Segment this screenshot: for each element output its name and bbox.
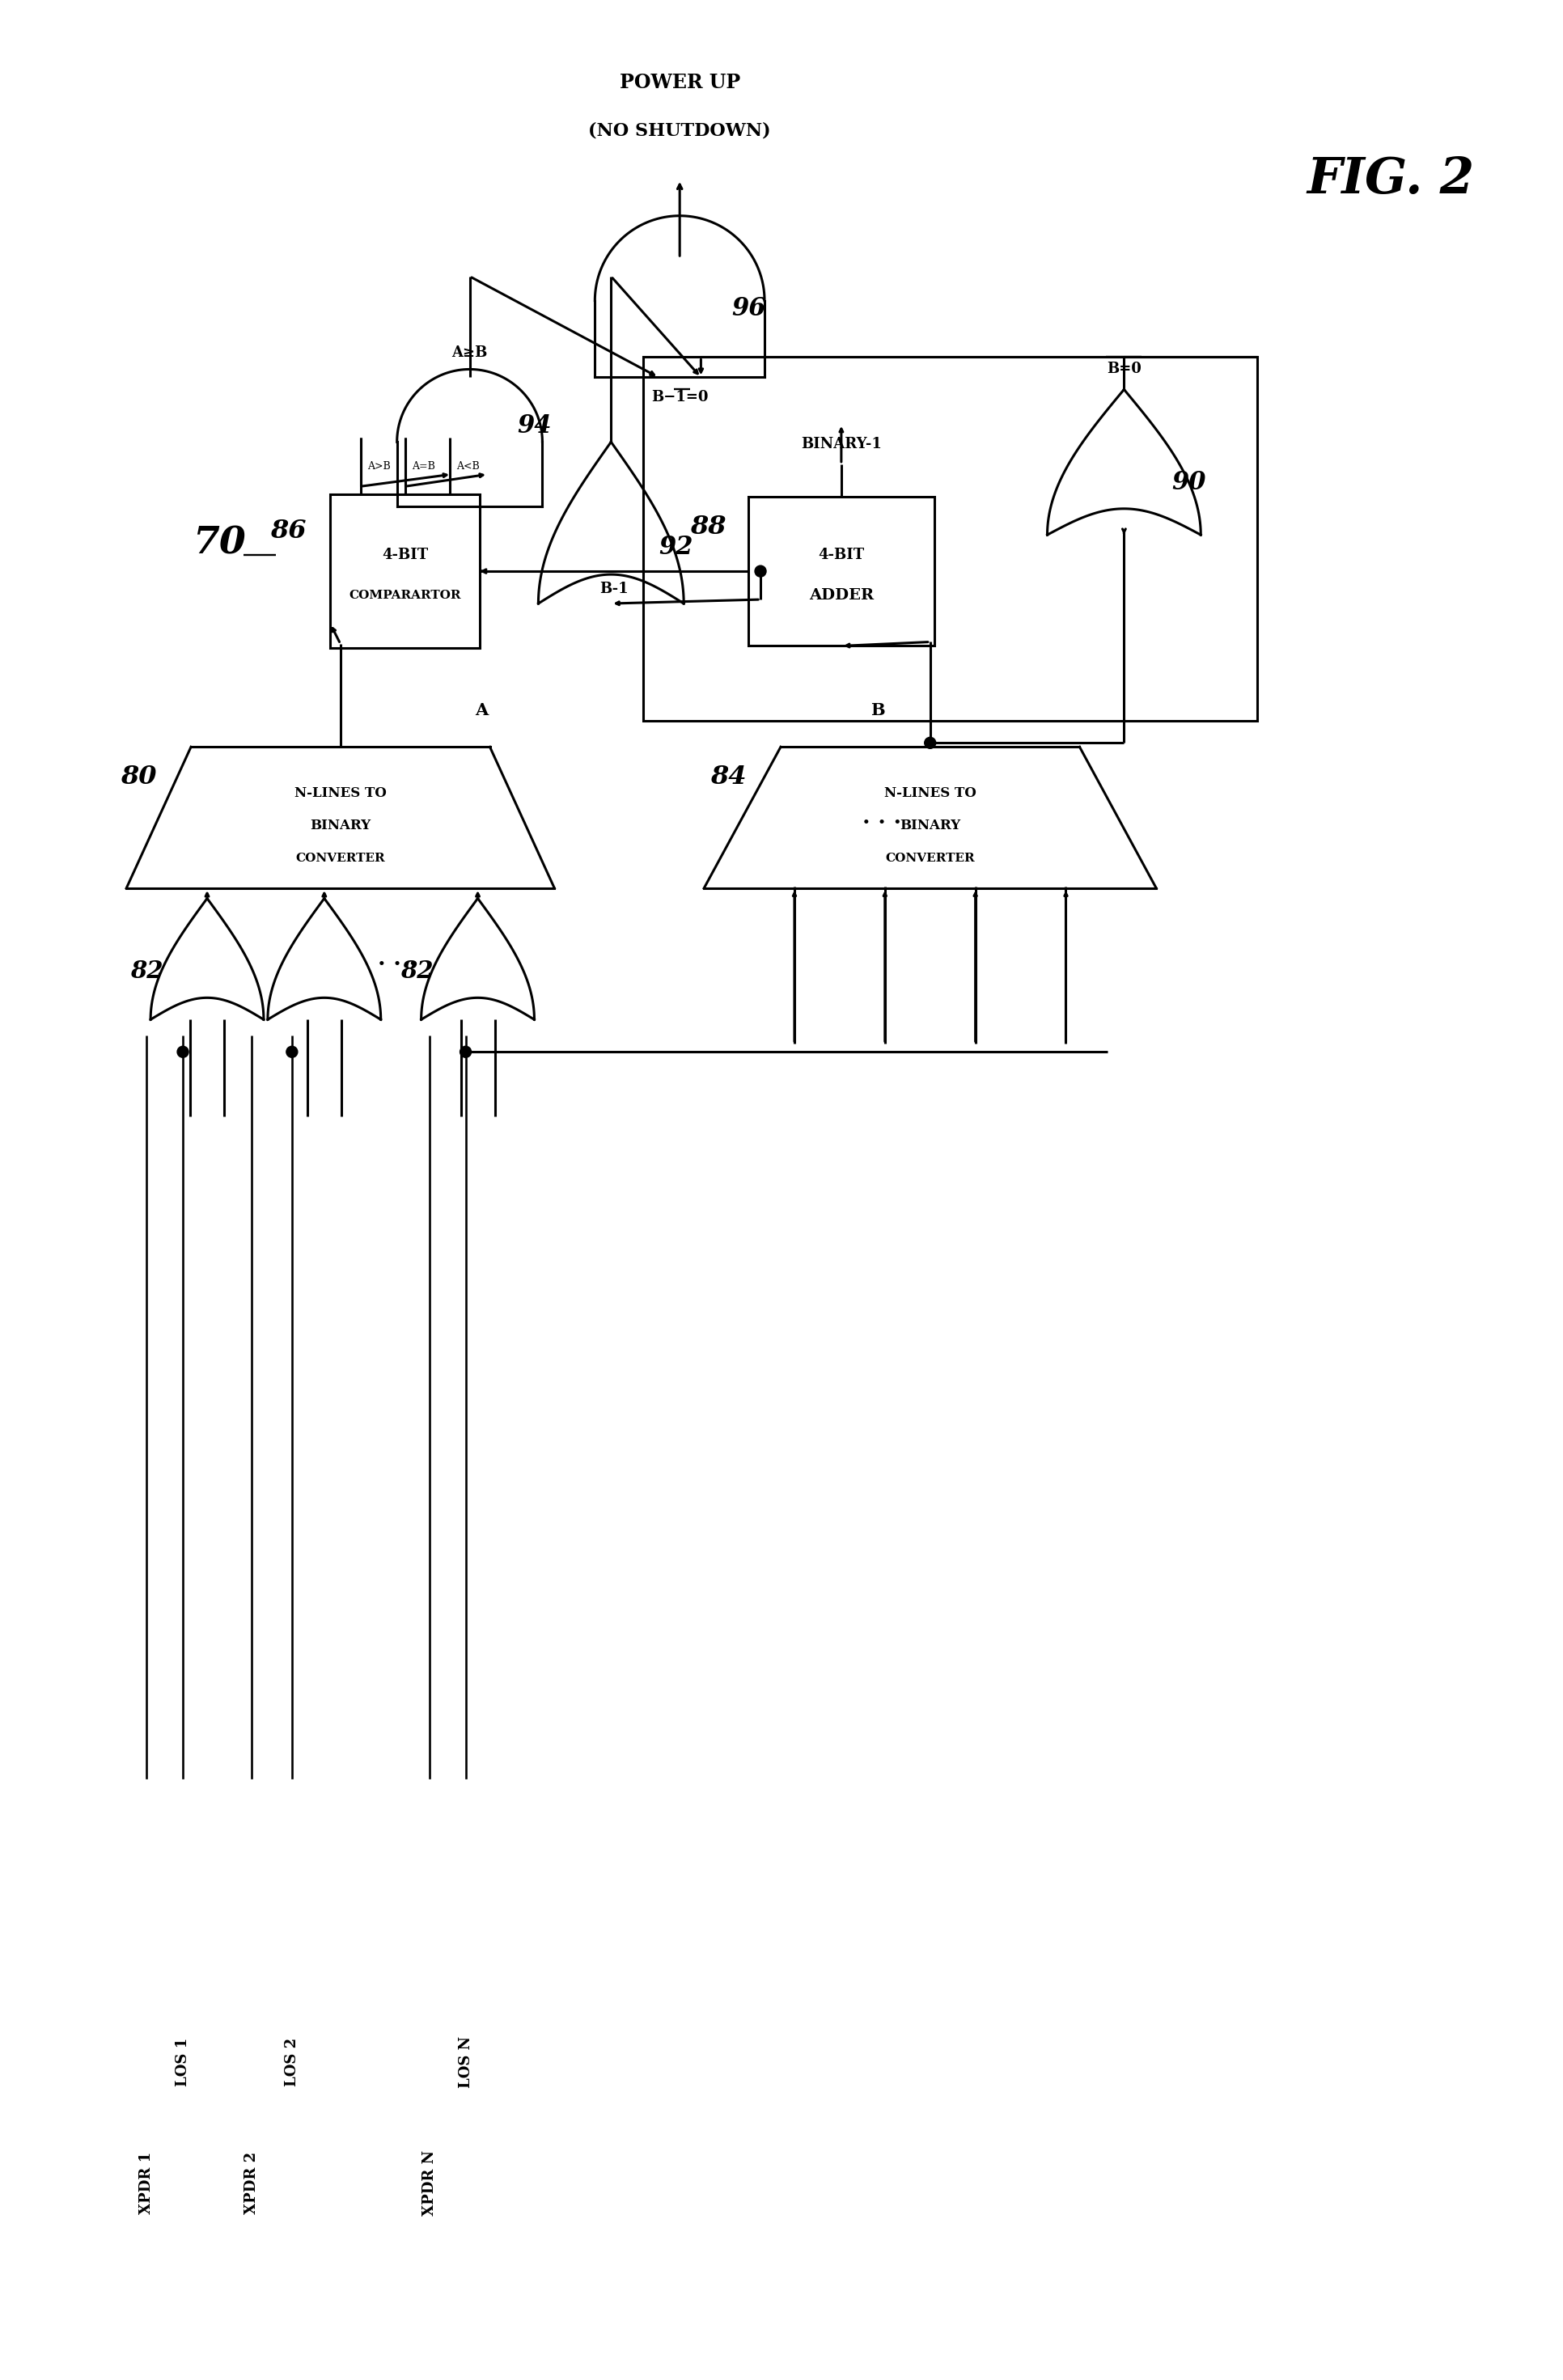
Text: CONVERTER: CONVERTER [885, 852, 974, 864]
Text: BINARY-1: BINARY-1 [800, 436, 882, 452]
Text: COMPARARTOR: COMPARARTOR [349, 590, 461, 602]
Circle shape [177, 1047, 189, 1057]
Text: 96: 96 [731, 295, 766, 321]
Text: (NO SHUTDOWN): (NO SHUTDOWN) [588, 121, 771, 140]
Text: CONVERTER: CONVERTER [295, 852, 384, 864]
Text: 82: 82 [130, 959, 163, 983]
Text: 82: 82 [400, 959, 433, 983]
Text: BINARY: BINARY [899, 819, 960, 833]
Bar [330, 495, 480, 647]
Text: 90: 90 [1171, 469, 1205, 495]
Text: 80: 80 [120, 764, 156, 790]
Text: XPDR N: XPDR N [422, 2149, 436, 2216]
Text: N-LINES TO: N-LINES TO [883, 785, 975, 800]
Text: LOS 2: LOS 2 [284, 2037, 299, 2085]
Text: LOS N: LOS N [458, 2035, 472, 2087]
Circle shape [755, 566, 766, 576]
Text: 92: 92 [658, 536, 692, 559]
Circle shape [286, 1047, 297, 1057]
Text: ADDER: ADDER [808, 588, 874, 602]
Text: 70: 70 [192, 524, 245, 562]
Text: POWER UP: POWER UP [619, 74, 739, 93]
Circle shape [460, 1047, 470, 1057]
Text: B: B [871, 702, 885, 719]
Text: 84: 84 [710, 764, 746, 790]
Text: . . .: . . . [377, 947, 416, 971]
Bar [749, 497, 933, 645]
Circle shape [924, 738, 935, 750]
Text: LOS 1: LOS 1 [175, 2037, 191, 2085]
Text: 4-BIT: 4-BIT [381, 547, 428, 562]
Text: 88: 88 [689, 514, 725, 540]
Text: 94: 94 [517, 414, 552, 438]
Text: A=B: A=B [411, 462, 435, 471]
Text: 86: 86 [270, 519, 306, 543]
Text: A≥B: A≥B [452, 345, 488, 359]
Text: 4-BIT: 4-BIT [817, 547, 864, 562]
Text: N-LINES TO: N-LINES TO [294, 785, 386, 800]
Text: BINARY: BINARY [309, 819, 370, 833]
Text: A<B: A<B [456, 462, 478, 471]
Bar [642, 357, 1257, 721]
Text: B=0: B=0 [1107, 362, 1141, 376]
Text: FIG. 2: FIG. 2 [1307, 155, 1474, 205]
Text: XPDR 1: XPDR 1 [139, 2152, 153, 2213]
Text: . . .: . . . [861, 807, 900, 828]
Text: B-1: B-1 [599, 581, 628, 597]
Text: A>B: A>B [367, 462, 391, 471]
Text: B−1=0: B−1=0 [650, 390, 708, 405]
Text: XPDR 2: XPDR 2 [244, 2152, 259, 2213]
Text: A: A [475, 702, 488, 719]
